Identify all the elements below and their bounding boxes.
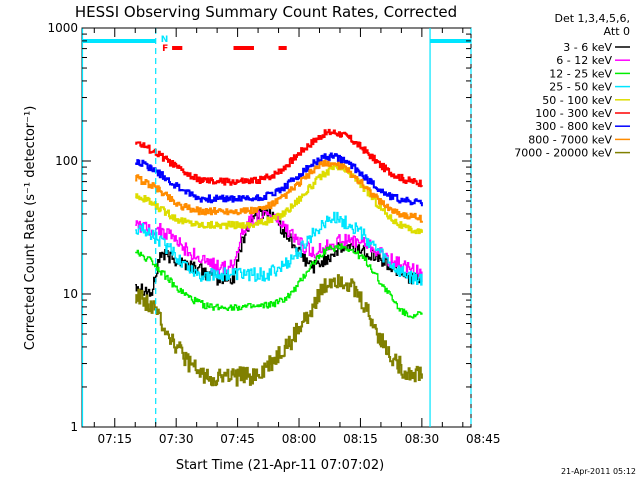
legend-label: 12 - 25 keV — [549, 67, 612, 80]
flag-label-N: N — [161, 35, 169, 45]
series-line-8 — [135, 274, 423, 387]
series-layer — [135, 128, 423, 387]
flag-label-F: F — [162, 44, 168, 54]
legend-label: 6 - 12 keV — [556, 54, 612, 67]
timestamp: 21-Apr-2011 05:12 — [561, 467, 636, 476]
legend-label: 300 - 800 keV — [535, 120, 612, 133]
vertical-line-layer — [81, 28, 472, 427]
x-tick-label: 07:15 — [97, 432, 132, 446]
x-tick-label: 08:00 — [282, 432, 317, 446]
series-line-3 — [135, 211, 423, 286]
legend-label: 800 - 7000 keV — [528, 133, 612, 146]
series-line-6 — [135, 152, 423, 207]
y-tick-label: 1 — [70, 420, 78, 434]
chart-title: HESSI Observing Summary Count Rates, Cor… — [75, 3, 457, 21]
x-tick-label: 07:30 — [159, 432, 194, 446]
legend-label: 7000 - 20000 keV — [514, 147, 612, 160]
series-line-2 — [135, 243, 423, 319]
x-tick-label: 08:45 — [466, 432, 501, 446]
y-axis: 1 10 100 1000 — [47, 21, 471, 434]
legend-header-line-1: Det 1,3,4,5,6, — [554, 12, 630, 25]
legend-label: 3 - 6 keV — [563, 41, 612, 54]
flag-layer: FN — [82, 35, 471, 54]
y-tick-label: 1000 — [47, 21, 78, 35]
legend-label: 50 - 100 keV — [542, 94, 612, 107]
series-line-4 — [135, 164, 423, 235]
y-axis-label: Corrected Count Rate (s⁻¹ detector⁻¹) — [23, 106, 38, 351]
series-line-5 — [135, 128, 423, 188]
x-tick-label: 08:30 — [405, 432, 440, 446]
y-tick-label: 100 — [55, 154, 78, 168]
x-tick-label: 07:45 — [220, 432, 255, 446]
y-tick-label: 10 — [63, 287, 78, 301]
x-axis-label: Start Time (21-Apr-11 07:07:02) — [176, 458, 384, 473]
legend-label: 100 - 300 keV — [535, 107, 612, 120]
series-line-7 — [135, 159, 423, 223]
legend-header-line-2: Att 0 — [604, 25, 630, 38]
legend-label: 25 - 50 keV — [549, 81, 612, 94]
x-tick-label: 08:15 — [343, 432, 378, 446]
x-axis: 07:15 07:30 07:45 08:00 08:15 08:30 08:45 — [93, 28, 501, 446]
